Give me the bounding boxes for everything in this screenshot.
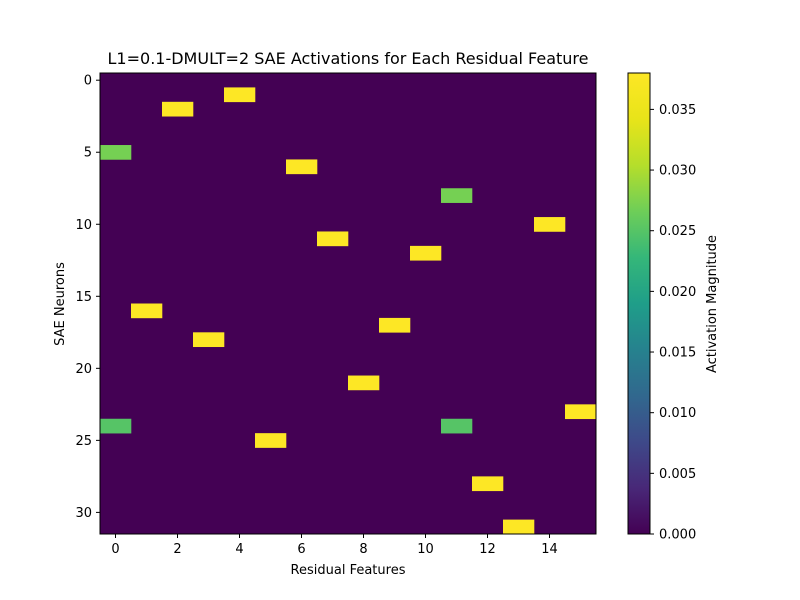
heatmap-cell (472, 476, 504, 492)
plot-area (99, 72, 597, 535)
colorbar-ticks: 0.000 0.005 0.010 0.015 0.020 0.025 0.030 0.035 (650, 103, 696, 543)
heatmap-cell (565, 404, 597, 420)
heatmap-cell (410, 245, 442, 261)
chart-title: L1=0.1-DMULT=2 SAE Activations for Each … (108, 49, 589, 68)
y-tick-label: 15 (75, 290, 92, 305)
heatmap-cell (534, 217, 566, 232)
y-tick-label: 0 (84, 74, 92, 89)
colorbar-label: Activation Magnitude (705, 235, 720, 373)
heatmap-cell (317, 231, 349, 247)
colorbar-tick-label: 0.025 (659, 224, 696, 239)
colorbar-tick-label: 0.005 (659, 467, 696, 482)
y-tick-label: 10 (75, 218, 92, 233)
x-tick-label: 4 (235, 542, 243, 557)
heatmap-cell (162, 101, 194, 117)
heatmap-cell (224, 87, 256, 103)
heatmap-cell (193, 332, 225, 348)
x-tick-label: 8 (359, 542, 367, 557)
heatmap-cell (131, 303, 163, 319)
colorbar-tick-label: 0.015 (659, 346, 696, 361)
heatmap-cell (379, 317, 411, 333)
x-tick-label: 10 (417, 542, 434, 557)
colorbar-tick-label: 0.000 (659, 528, 696, 543)
heatmap-cell (441, 188, 473, 203)
heatmap-cell (348, 375, 380, 391)
colorbar (627, 72, 651, 535)
y-axis: 0 5 10 15 20 25 30 (75, 74, 100, 521)
heatmap-cell (255, 433, 287, 448)
x-tick-label: 0 (111, 542, 119, 557)
y-tick-label: 25 (75, 434, 92, 449)
x-tick-label: 2 (173, 542, 181, 557)
heatmap-cell (503, 519, 535, 535)
heatmap-background (100, 73, 596, 534)
x-tick-label: 6 (297, 542, 305, 557)
colorbar-gradient (627, 72, 651, 535)
x-axis-label: Residual Features (291, 563, 406, 578)
y-tick-label: 20 (75, 362, 92, 377)
y-axis-label: SAE Neurons (53, 262, 68, 346)
heatmap-cell (286, 159, 318, 175)
x-axis: 0 2 4 6 8 10 12 14 (111, 534, 558, 557)
heatmap-cell (100, 418, 132, 434)
colorbar-tick-label: 0.030 (659, 164, 696, 179)
y-tick-label: 5 (84, 146, 92, 161)
x-tick-label: 12 (479, 542, 496, 557)
colorbar-tick-label: 0.010 (659, 406, 696, 421)
colorbar-tick-label: 0.020 (659, 285, 696, 300)
y-tick-label: 30 (75, 506, 92, 521)
colorbar-tick-label: 0.035 (659, 103, 696, 118)
heatmap-cell (441, 418, 473, 434)
x-tick-label: 14 (541, 542, 558, 557)
heatmap-cell (100, 145, 132, 160)
plot-frame (99, 72, 597, 535)
